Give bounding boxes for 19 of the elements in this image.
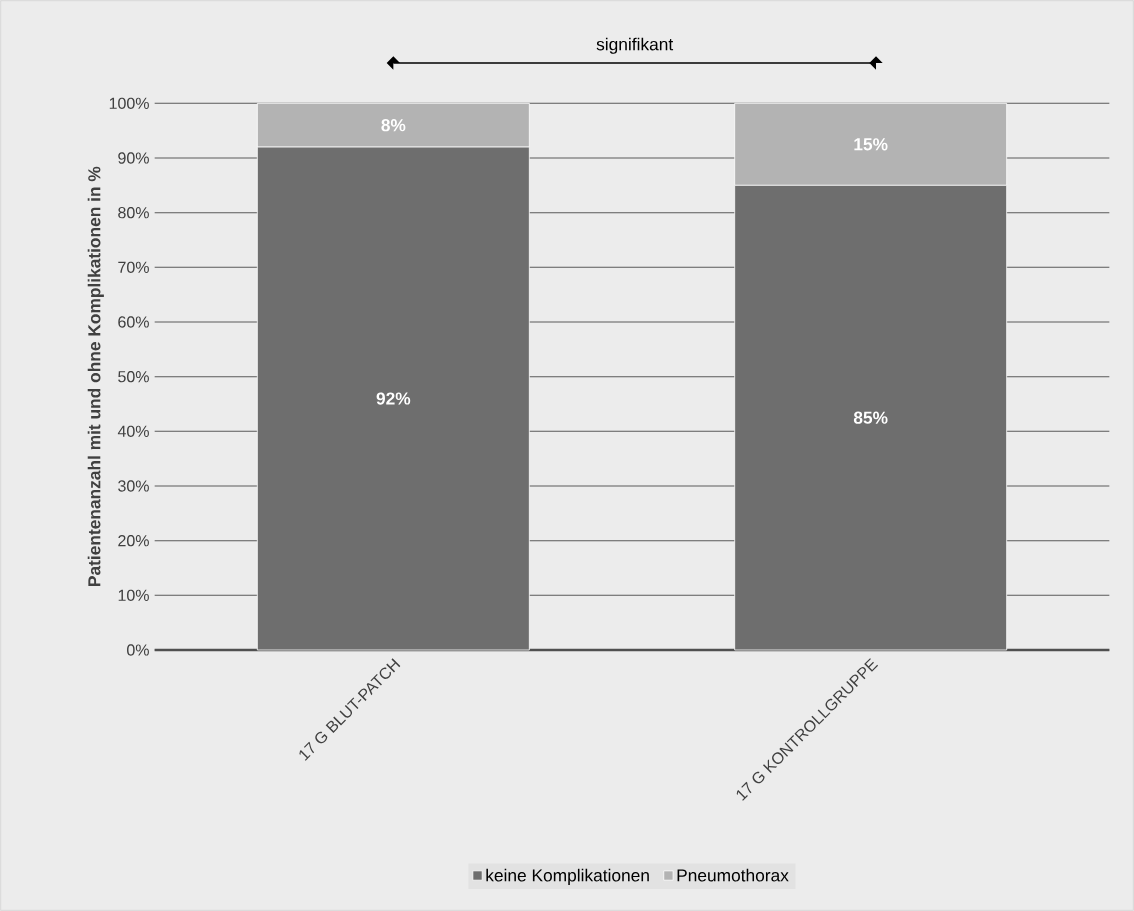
legend-label: Pneumothorax bbox=[677, 868, 789, 882]
y-tick-label: 80% bbox=[118, 207, 149, 219]
y-tick-label: 10% bbox=[118, 589, 149, 601]
y-tick-label: 40% bbox=[117, 425, 149, 437]
y-tick-label: 100% bbox=[109, 97, 149, 109]
y-tick-label: 70% bbox=[118, 261, 149, 273]
y-tick-label: 20% bbox=[118, 535, 149, 547]
y-tick-label: 50% bbox=[118, 371, 149, 383]
y-tick-label: 30% bbox=[118, 480, 149, 492]
y-tick-label: 60% bbox=[118, 316, 149, 328]
text: signifikant bbox=[596, 37, 674, 54]
y-tick-label: 90% bbox=[118, 152, 149, 164]
y-axis-title: Patientenanzahl mit und ohne Komplikationen in % bbox=[87, 166, 104, 586]
data-label: 85% bbox=[853, 411, 888, 424]
legend-label: keine Komplikationen bbox=[486, 868, 649, 885]
data-label: 8% bbox=[381, 119, 406, 132]
data-label: 15% bbox=[854, 138, 888, 151]
data-label: 92% bbox=[376, 392, 411, 405]
y-tick-label: 0% bbox=[127, 644, 149, 656]
